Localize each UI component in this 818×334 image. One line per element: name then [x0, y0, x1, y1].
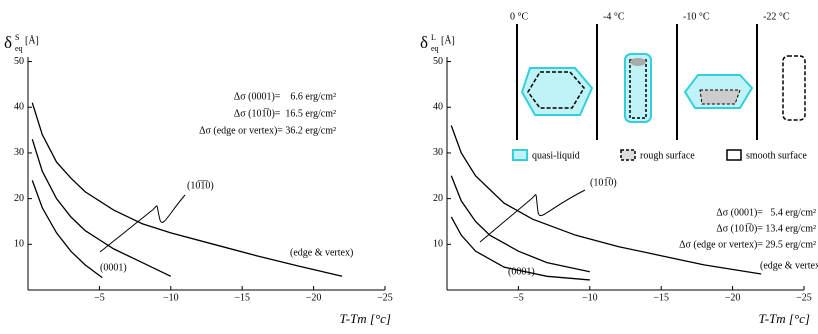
crystal: [699, 89, 741, 105]
curve: [450, 125, 762, 275]
y-label-unit: [Å]: [441, 34, 455, 46]
curve: [450, 216, 590, 281]
crystal: [624, 53, 652, 123]
curve-label: (edge & vertex): [290, 247, 353, 258]
inset-schematic: 0 °C -4 °C -10 °C -22 °C quasi-liquid ro…: [510, 11, 807, 161]
curve-label: (edge & vertex): [760, 260, 818, 271]
x-tick-label: −10: [582, 292, 598, 303]
y-tick-label: 20: [433, 193, 443, 204]
temperature-label: -10 °C: [683, 11, 710, 22]
y-tick-label: 10: [433, 239, 443, 250]
y-tick-label: 10: [14, 239, 24, 250]
x-tick-label: −15: [234, 292, 250, 303]
x-tick-label: −25: [796, 292, 812, 303]
x-tick-label: −5: [94, 292, 105, 303]
crystal: [630, 58, 646, 66]
x-label: T-Tm [°c]: [339, 311, 391, 326]
curve: [31, 102, 343, 277]
legend-label: smooth surface: [746, 150, 807, 161]
temperature-label: -4 °C: [603, 11, 625, 22]
y-label-sub: eq: [431, 44, 439, 53]
curve-label: (10̅1̅0): [187, 180, 214, 191]
y-label-unit: [Å]: [25, 34, 39, 46]
x-tick-label: −5: [513, 292, 524, 303]
annotation: Δσ (0001)= 6.6 erg/cm²: [234, 91, 336, 102]
legend-swatch: [512, 149, 528, 161]
x-tick-label: −20: [306, 292, 322, 303]
x-tick-label: −20: [725, 292, 741, 303]
annotation: Δσ (0001)= 5.4 erg/cm²: [716, 207, 816, 218]
curve-label: (0001): [100, 262, 127, 273]
x-label: T-Tm [°c]: [758, 311, 810, 326]
y-label-symbol: δ: [4, 33, 12, 52]
x-tick-label: −15: [653, 292, 669, 303]
y-tick-label: 40: [14, 102, 24, 113]
annotation: Δσ (edge or vertex)= 36.2 erg/cm²: [199, 125, 336, 136]
temperature-label: -22 °C: [763, 11, 790, 22]
y-tick-label: 20: [14, 193, 24, 204]
legend-swatch: [726, 149, 742, 161]
annotation: Δσ (101̅0)= 13.4 erg/cm²: [716, 223, 816, 234]
y-tick-label: 30: [14, 147, 24, 158]
curve-label: (0001): [508, 266, 535, 277]
annotation: Δσ (edge or vertex)= 29.5 erg/cm²: [679, 239, 816, 250]
curve-label: (101̅0): [590, 177, 617, 188]
curve: [31, 180, 103, 279]
curve: [450, 175, 590, 273]
y-label-sup: L: [431, 33, 436, 42]
legend-label: rough surface: [640, 150, 695, 161]
y-tick-label: 50: [433, 56, 443, 67]
crystal: [782, 55, 806, 121]
y-tick-label: 30: [433, 147, 443, 158]
legend-label: quasi-liquid: [532, 150, 580, 161]
curve: [31, 139, 172, 277]
temperature-label: 0 °C: [510, 11, 528, 22]
x-tick-label: −25: [377, 292, 393, 303]
pointer: [99, 194, 186, 253]
y-tick-label: 50: [14, 56, 24, 67]
y-label-sup: S: [15, 33, 19, 42]
crystal: [527, 71, 585, 109]
x-tick-label: −10: [163, 292, 179, 303]
y-label-symbol: δ: [420, 33, 428, 52]
legend-swatch: [620, 149, 636, 161]
y-tick-label: 40: [433, 102, 443, 113]
y-label-sub: eq: [15, 44, 23, 53]
annotation: Δσ (101̅0)= 16.5 erg/cm²: [234, 108, 336, 119]
pointer: [479, 189, 586, 243]
